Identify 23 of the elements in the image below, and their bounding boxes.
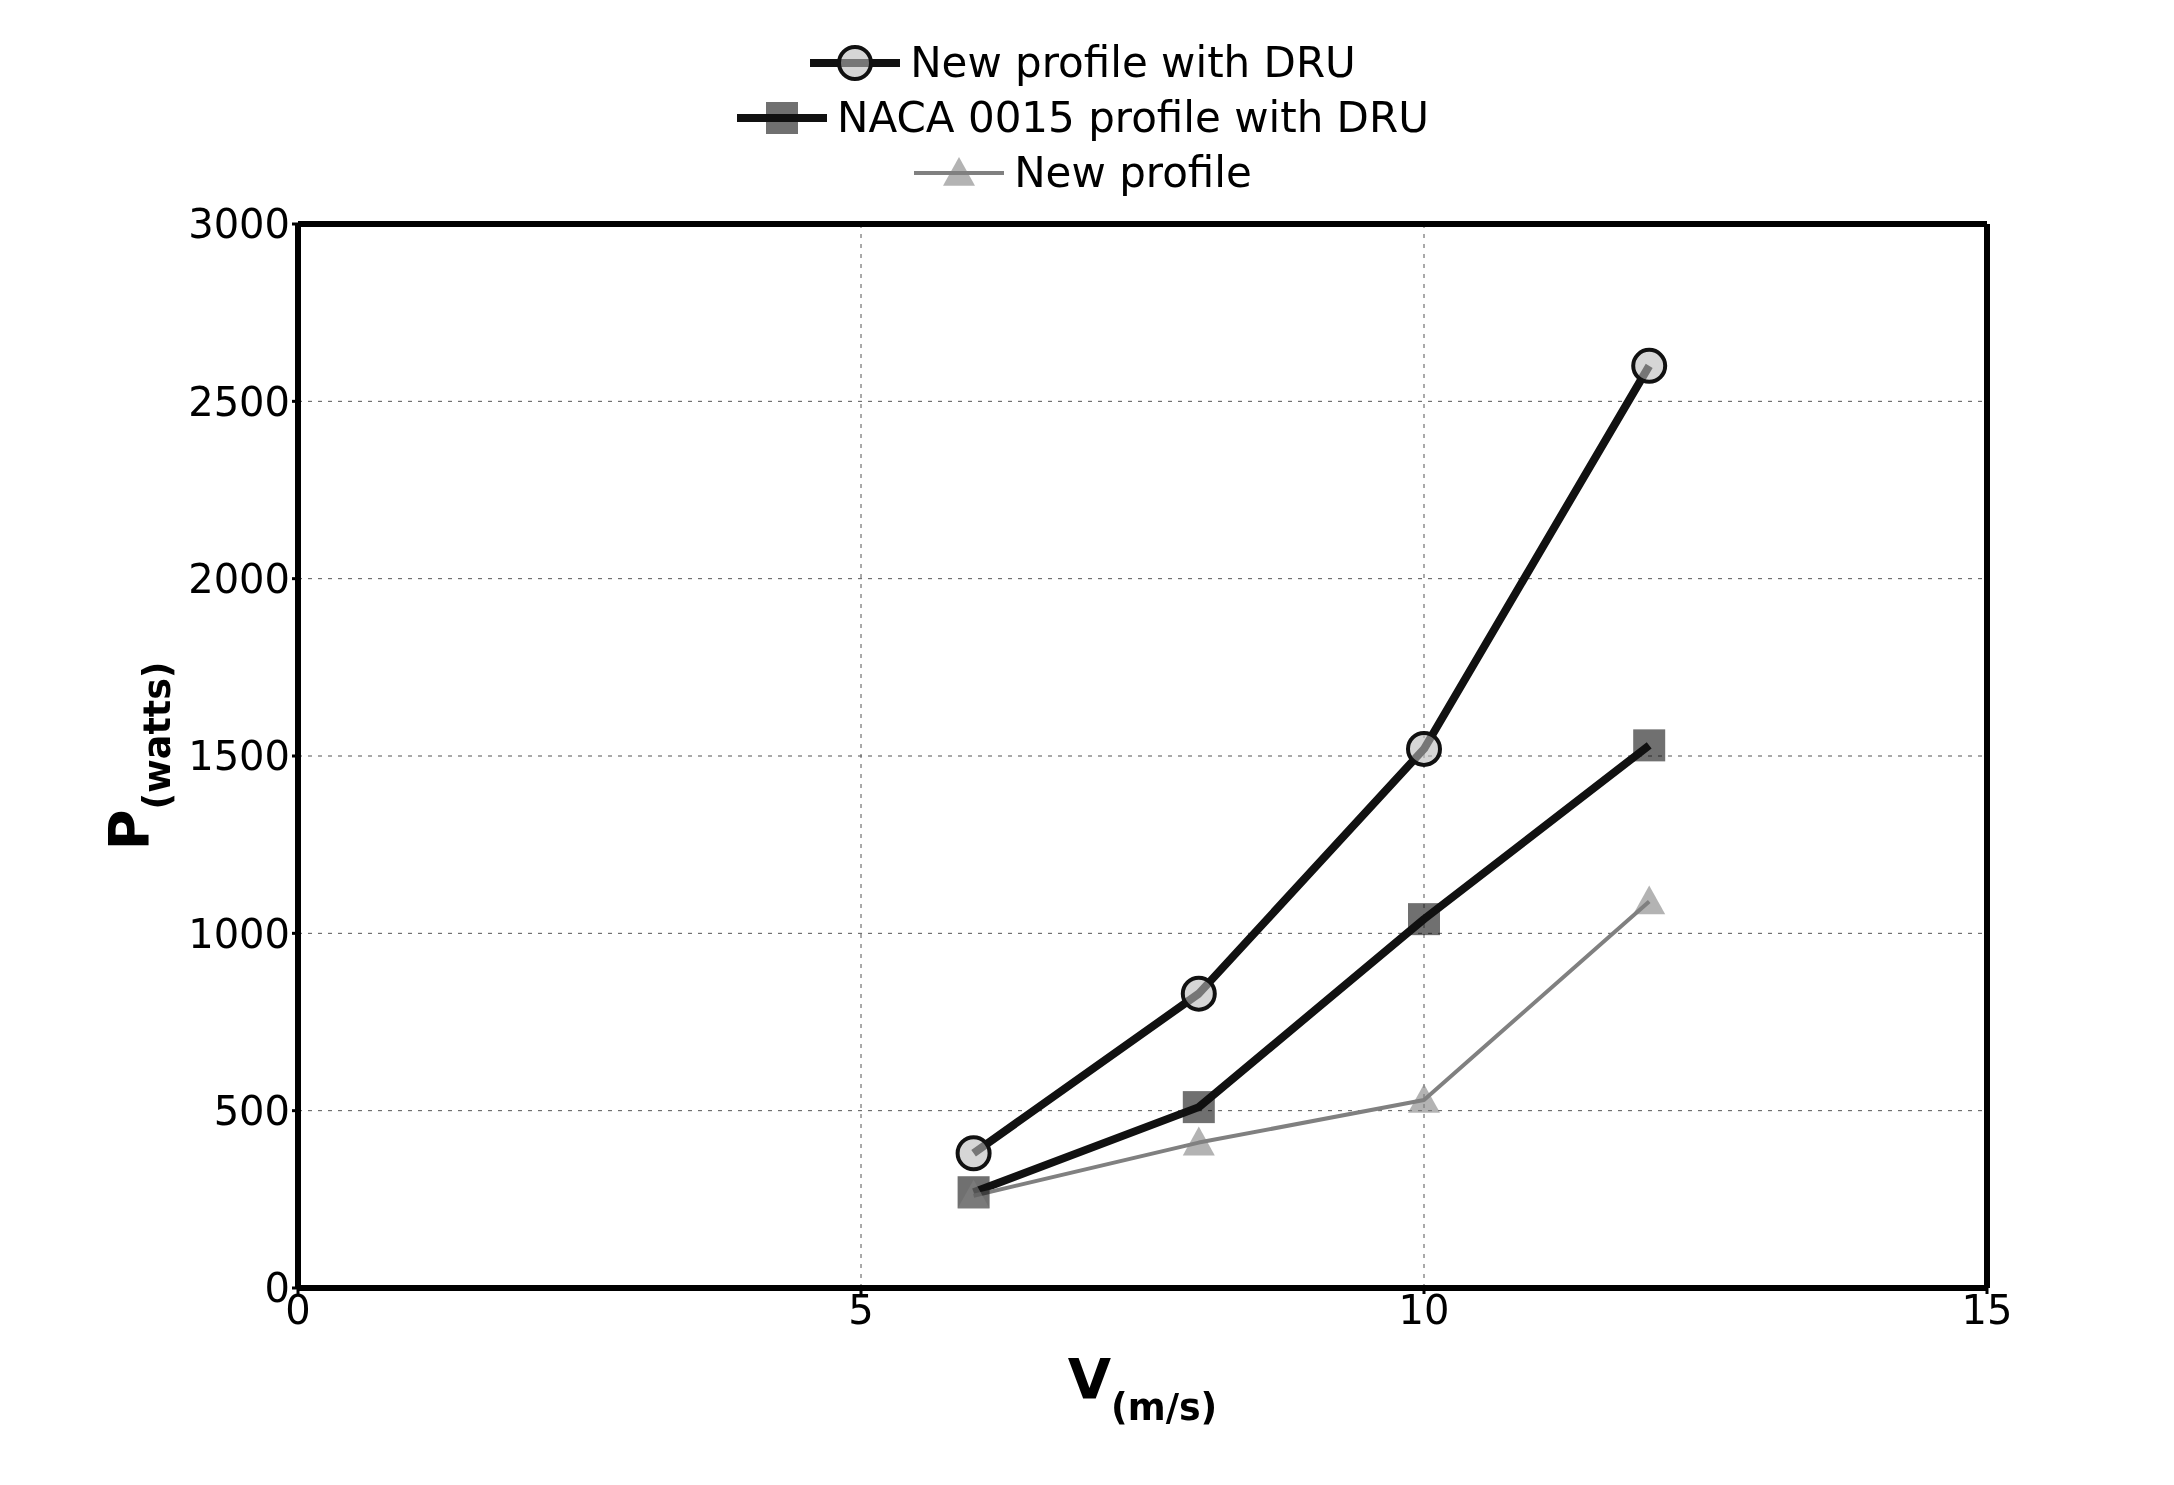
point [1182,1091,1215,1124]
point [1633,885,1666,915]
point [1408,903,1440,936]
point [1180,975,1217,1012]
y-tick-label: 2500 [188,378,290,425]
legend-label: NACA 0015 profile with DRU [837,93,1429,142]
legend-label: New profile with DRU [910,38,1356,87]
point [1633,729,1666,762]
x-tick-label: 15 [1961,1287,2013,1334]
point [1406,730,1442,767]
point [1408,1084,1440,1113]
y-tick-label: 1000 [188,910,290,957]
point [1631,347,1668,384]
y-tick-label: 3000 [188,201,290,248]
point [955,1135,992,1172]
y-tick-label: 500 [213,1087,290,1134]
y-tick-label: 2000 [188,555,290,602]
legend-label: New profile [1014,148,1252,197]
x-axis-title: V$_{(m/s)}$ [1067,1346,1218,1429]
y-tick-label: 1500 [188,733,290,780]
x-tick-label: 5 [848,1287,874,1334]
x-tick-label: 10 [1398,1287,1450,1334]
point [1182,1126,1215,1156]
